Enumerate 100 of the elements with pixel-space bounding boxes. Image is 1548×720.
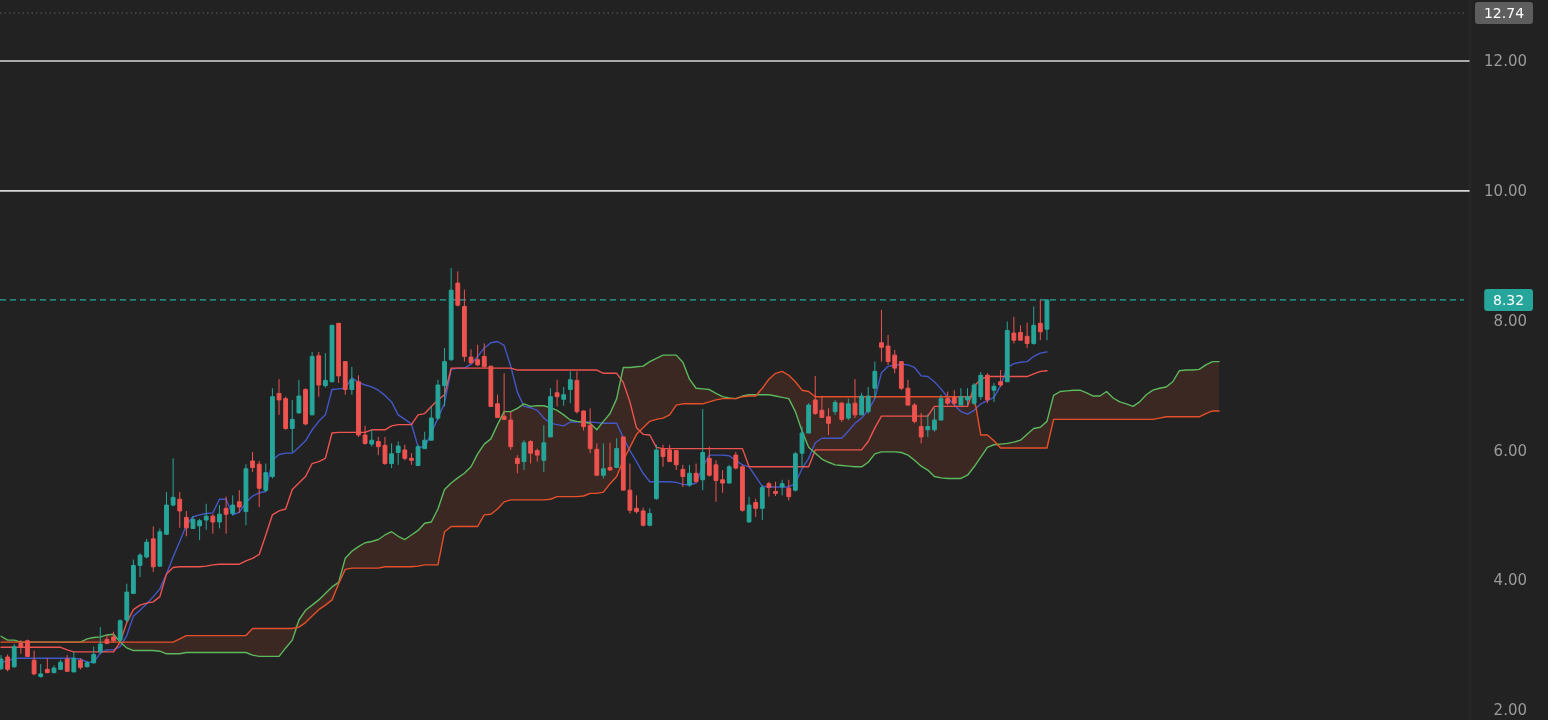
- candlestick: [78, 657, 83, 670]
- candlestick: [31, 650, 37, 676]
- candlestick: [1031, 305, 1037, 346]
- candlestick: [733, 451, 739, 470]
- candlestick: [203, 503, 209, 531]
- candlestick: [965, 387, 970, 406]
- candlestick: [693, 463, 699, 483]
- candlestick: [984, 372, 990, 404]
- y-tick-label: 12.00: [1484, 52, 1527, 71]
- candlestick: [455, 270, 461, 307]
- candlestick: [369, 429, 375, 448]
- candlestick: [270, 387, 275, 479]
- candlestick: [859, 392, 864, 416]
- candlestick: [839, 401, 845, 423]
- y-tick-label: 4.00: [1493, 571, 1527, 590]
- candlestick: [574, 370, 580, 415]
- ref-line-label: 12.74: [1483, 4, 1525, 21]
- candlestick: [845, 398, 851, 421]
- y-tick-label: 2.00: [1493, 701, 1527, 720]
- candlestick: [534, 448, 540, 463]
- candlestick: [71, 651, 77, 673]
- candlestick: [236, 489, 242, 514]
- candlestick: [700, 408, 706, 491]
- candlestick: [687, 464, 692, 488]
- candlestick: [495, 394, 500, 418]
- candlestick: [243, 463, 249, 526]
- candlestick: [342, 361, 348, 396]
- candlestick: [150, 526, 156, 573]
- candlestick: [1037, 299, 1043, 341]
- candlestick: [779, 479, 785, 496]
- candlestick: [183, 510, 189, 537]
- candlestick: [786, 479, 792, 502]
- candlestick: [263, 463, 269, 493]
- candlestick: [554, 379, 560, 407]
- candlestick: [514, 454, 520, 474]
- candlestick: [316, 351, 322, 398]
- y-tick-label: 8.00: [1493, 311, 1527, 330]
- candlestick: [561, 386, 567, 407]
- candlestick: [521, 439, 527, 471]
- candlestick: [673, 450, 679, 471]
- candlestick: [640, 507, 646, 528]
- candlestick: [548, 387, 553, 438]
- candlestick: [44, 657, 50, 674]
- candlestick: [918, 412, 924, 444]
- candlestick: [111, 631, 116, 644]
- candlestick: [442, 347, 447, 407]
- candlestick: [951, 389, 957, 406]
- candlestick: [217, 504, 222, 529]
- candlestick: [1011, 316, 1017, 344]
- candlestick: [230, 494, 236, 516]
- candlestick: [104, 634, 110, 645]
- candlestick: [581, 409, 586, 431]
- candlestick: [1024, 322, 1030, 349]
- candlestick: [680, 464, 686, 488]
- candlestick: [402, 444, 408, 461]
- candlestick: [567, 370, 573, 404]
- candlestick: [210, 513, 216, 535]
- candlestick: [11, 643, 17, 669]
- candlestick: [528, 439, 533, 465]
- candlestick: [773, 481, 778, 497]
- candlestick: [1018, 324, 1023, 341]
- y-tick-label: 6.00: [1493, 441, 1527, 460]
- y-tick-label: 10.00: [1484, 181, 1527, 200]
- candlestick: [303, 387, 308, 426]
- candlestick: [97, 626, 103, 655]
- candlestick: [164, 491, 169, 536]
- candlestick: [296, 379, 302, 415]
- candlestick: [362, 425, 368, 446]
- candlestick: [614, 437, 620, 469]
- candlestick: [356, 374, 361, 438]
- candlestick: [879, 309, 884, 363]
- candlestick: [250, 451, 255, 473]
- candlestick: [409, 452, 414, 466]
- candlestick: [309, 351, 315, 416]
- candlestick: [177, 491, 183, 529]
- candlestick: [912, 402, 917, 424]
- candlestick: [336, 322, 342, 384]
- candlestick: [740, 464, 745, 513]
- candlestick: [832, 399, 838, 416]
- candlestick: [958, 387, 964, 406]
- candlestick: [653, 444, 659, 501]
- candlestick: [170, 457, 176, 507]
- candlestick: [647, 507, 653, 528]
- candlestick: [1004, 320, 1010, 383]
- candlestick: [594, 442, 600, 476]
- candlestick: [872, 361, 878, 400]
- candlestick: [865, 386, 871, 415]
- candlestick: [349, 366, 355, 396]
- candlestick: [726, 464, 732, 485]
- candlestick: [541, 424, 547, 473]
- candlestick: [64, 654, 70, 673]
- candlestick: [256, 460, 262, 508]
- candlestick: [746, 496, 752, 524]
- candlestick: [395, 440, 401, 466]
- candlestick: [759, 484, 765, 521]
- ref-line-label: 8.32: [1493, 291, 1525, 308]
- candlestick: [5, 653, 11, 672]
- candlestick: [587, 407, 593, 454]
- candlestick: [38, 663, 44, 679]
- candlestick: [634, 494, 639, 515]
